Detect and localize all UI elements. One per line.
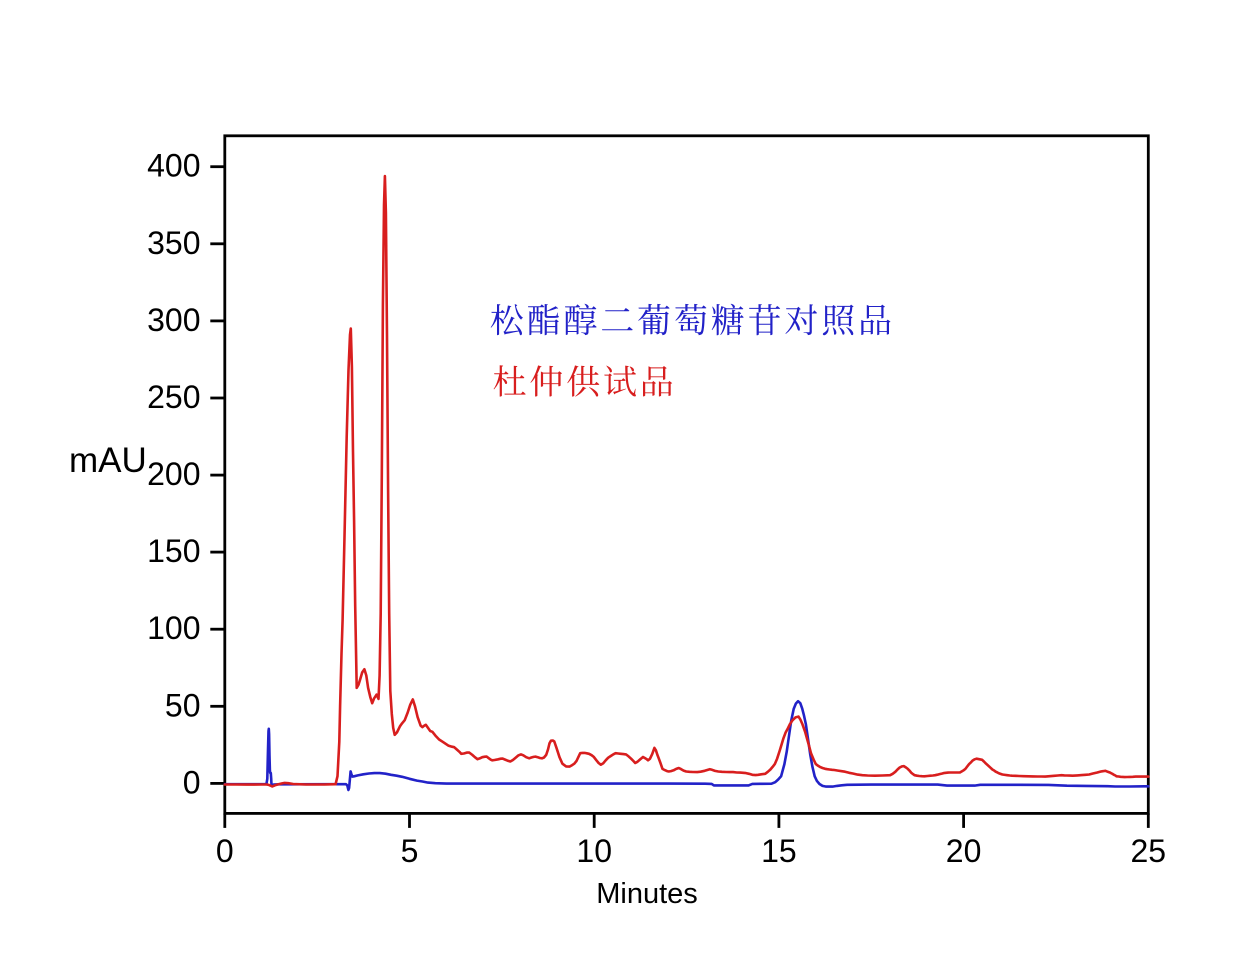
svg-text:mAU: mAU bbox=[69, 441, 147, 480]
svg-text:25: 25 bbox=[1131, 833, 1167, 869]
svg-text:300: 300 bbox=[147, 302, 200, 338]
svg-text:100: 100 bbox=[147, 610, 200, 646]
svg-text:200: 200 bbox=[147, 456, 200, 492]
svg-text:Minutes: Minutes bbox=[596, 878, 698, 910]
svg-text:50: 50 bbox=[165, 687, 201, 723]
svg-text:0: 0 bbox=[183, 764, 201, 800]
svg-text:20: 20 bbox=[946, 833, 982, 869]
svg-text:5: 5 bbox=[401, 833, 419, 869]
svg-text:15: 15 bbox=[761, 833, 797, 869]
svg-text:10: 10 bbox=[576, 833, 612, 869]
svg-text:150: 150 bbox=[147, 533, 200, 569]
svg-text:400: 400 bbox=[147, 148, 200, 184]
svg-text:350: 350 bbox=[147, 225, 200, 261]
svg-text:0: 0 bbox=[216, 833, 234, 869]
svg-text:250: 250 bbox=[147, 379, 200, 415]
